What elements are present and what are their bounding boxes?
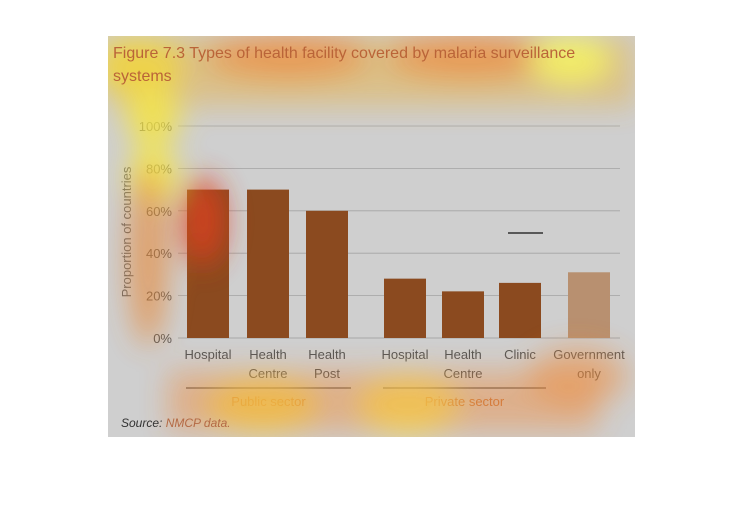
bar (306, 210, 348, 338)
bar-chart: 0% 20% 40% 60% 80% 100% Proportion of countrie… (119, 119, 625, 409)
chart-figure: 0% 20% 40% 60% 80% 100% Proportion of countrie… (108, 36, 635, 437)
category-label-line: Health (444, 347, 482, 362)
category-label-line: Health (249, 347, 287, 362)
category-label: Government only (553, 347, 625, 381)
category-label-line: Centre (443, 366, 482, 381)
category-label-line: Government (553, 347, 625, 362)
category-label: Health Post (308, 347, 346, 381)
category-label-line: Health (308, 347, 346, 362)
y-tick-label: 40% (146, 246, 172, 261)
bar (568, 272, 610, 338)
source-label: Source: (121, 416, 163, 430)
category-label: Clinic (504, 347, 536, 362)
category-label-line: Hospital (382, 347, 429, 362)
bar (384, 278, 426, 338)
category-label-line: Hospital (185, 347, 232, 362)
y-tick-label: 60% (146, 204, 172, 219)
y-tick-label: 0% (153, 331, 172, 346)
category-label: Hospital (382, 347, 429, 362)
y-tick-label: 20% (146, 289, 172, 304)
bar (187, 189, 229, 338)
source-note: Source: NMCP data. (121, 416, 231, 430)
category-label-line: Clinic (504, 347, 536, 362)
bar (442, 291, 484, 338)
y-axis-title: Proportion of countries (119, 166, 134, 297)
bar (247, 189, 289, 338)
category-label: Health Centre (443, 347, 482, 381)
category-label: Health Centre (248, 347, 287, 381)
bar (499, 282, 541, 338)
y-tick-label: 100% (139, 119, 173, 134)
category-label-line: Post (314, 366, 340, 381)
group-label: Public sector (231, 394, 306, 409)
category-label: Hospital (185, 347, 232, 362)
source-value: NMCP data. (165, 416, 231, 430)
category-label-line: Centre (248, 366, 287, 381)
group-label: Private sector (425, 394, 505, 409)
chart-title: Figure 7.3 Types of health facility cove… (113, 45, 576, 85)
category-label-line: only (577, 366, 601, 381)
y-tick-label: 80% (146, 161, 172, 176)
